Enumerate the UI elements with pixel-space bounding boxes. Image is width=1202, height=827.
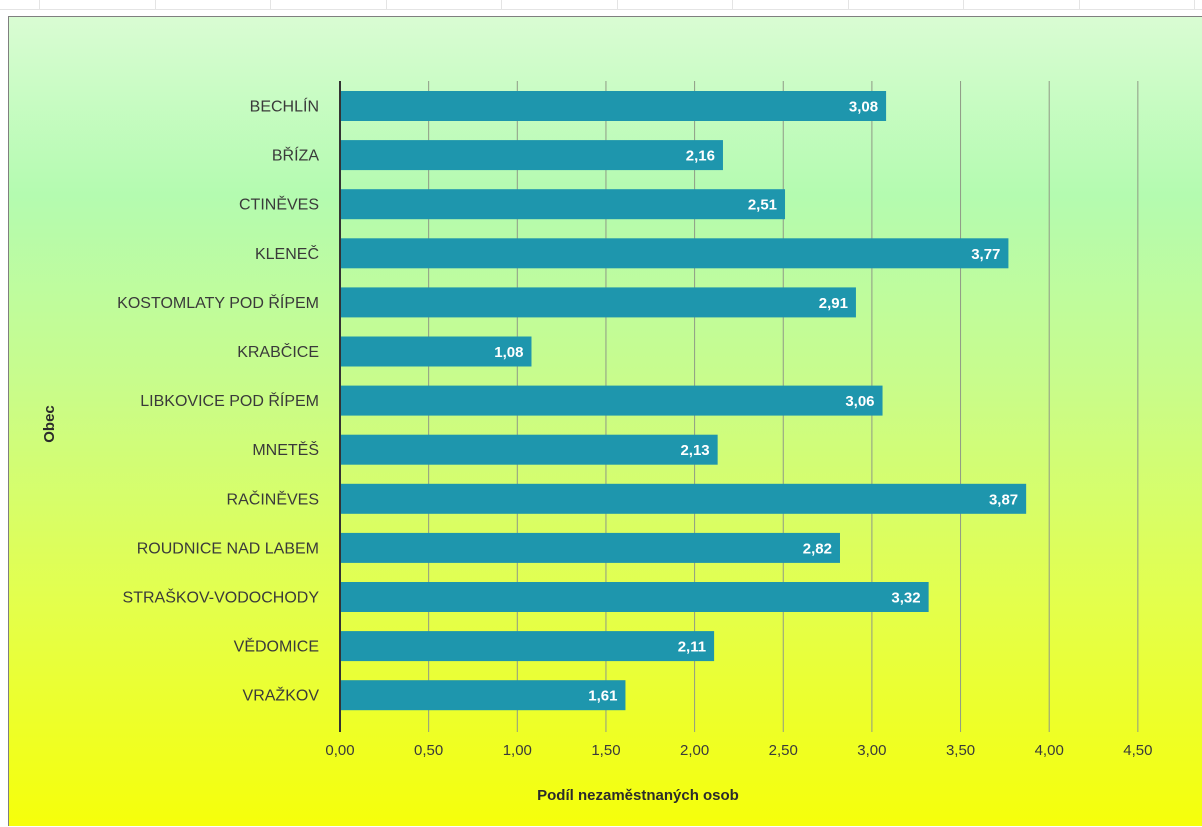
data-label: 2,91 — [819, 295, 848, 312]
bar[interactable] — [340, 287, 856, 318]
x-tick-label: 0,00 — [325, 742, 354, 759]
chart-area[interactable]: 3,08 2,16 2,51 3,77 2,91 1,08 3,06 2,13 3,87 2,82… — [8, 16, 1202, 826]
category-labels: BECHLÍN BŘÍZA CTINĚVES KLENEČ KOSTOMLATY POD… — [117, 97, 319, 705]
category-label: STRAŠKOV-VODOCHODY — [123, 588, 320, 607]
bar[interactable] — [340, 238, 1009, 269]
category-label: MNETĚŠ — [252, 440, 319, 459]
category-label: ROUDNICE NAD LABEM — [137, 540, 319, 557]
data-label: 3,08 — [849, 99, 878, 116]
bar[interactable] — [340, 385, 883, 416]
data-label: 2,16 — [686, 148, 715, 165]
category-label: CTINĚVES — [239, 195, 319, 214]
category-label: LIBKOVICE POD ŘÍPEM — [140, 391, 319, 410]
category-label: BECHLÍN — [250, 97, 319, 116]
bar[interactable] — [340, 631, 715, 662]
x-tick-label: 2,00 — [680, 742, 709, 759]
x-tick-label: 2,50 — [769, 742, 798, 759]
category-label: BŘÍZA — [272, 146, 319, 165]
bar[interactable] — [340, 680, 626, 711]
category-label: RAČINĚVES — [227, 489, 319, 508]
bars: 3,08 2,16 2,51 3,77 2,91 1,08 3,06 2,13 3,87 2,82… — [340, 91, 1027, 711]
category-label: VĚDOMICE — [234, 637, 319, 656]
x-tick-label: 4,00 — [1035, 742, 1064, 759]
category-label: VRAŽKOV — [243, 686, 320, 705]
x-tick-label: 0,50 — [414, 742, 443, 759]
data-label: 2,13 — [680, 442, 709, 459]
bar[interactable] — [340, 140, 723, 171]
bar[interactable] — [340, 336, 532, 367]
x-tick-label: 3,50 — [946, 742, 975, 759]
bar[interactable] — [340, 483, 1027, 514]
bar[interactable] — [340, 189, 786, 220]
data-label: 2,11 — [678, 639, 706, 656]
data-label: 3,87 — [989, 491, 1018, 508]
category-label: KRABČICE — [237, 342, 319, 361]
data-label: 3,06 — [845, 393, 874, 410]
bar[interactable] — [340, 434, 718, 465]
data-label: 2,82 — [803, 540, 832, 557]
data-label: 1,61 — [588, 688, 617, 705]
x-tick-label: 3,00 — [857, 742, 886, 759]
bar[interactable] — [340, 532, 840, 563]
x-axis-title: Podíl nezaměstnaných osob — [537, 787, 739, 804]
bar-chart: 3,08 2,16 2,51 3,77 2,91 1,08 3,06 2,13 3,87 2,82… — [41, 81, 1152, 804]
x-tick-label: 4,50 — [1123, 742, 1152, 759]
bar[interactable] — [340, 91, 887, 121]
data-label: 2,51 — [748, 197, 777, 214]
x-tick-labels: 0,00 0,50 1,00 1,50 2,00 2,50 3,00 3,50 4,00 4,50 — [325, 742, 1152, 759]
x-tick-label: 1,50 — [591, 742, 620, 759]
data-label: 3,32 — [891, 590, 920, 607]
category-label: KLENEČ — [255, 244, 319, 263]
bar[interactable] — [340, 582, 929, 612]
data-label: 1,08 — [494, 344, 523, 361]
data-label: 3,77 — [971, 246, 1000, 263]
x-tick-label: 1,00 — [503, 742, 532, 759]
category-label: KOSTOMLATY POD ŘÍPEM — [117, 293, 319, 312]
y-axis-title: Obec — [41, 405, 58, 443]
